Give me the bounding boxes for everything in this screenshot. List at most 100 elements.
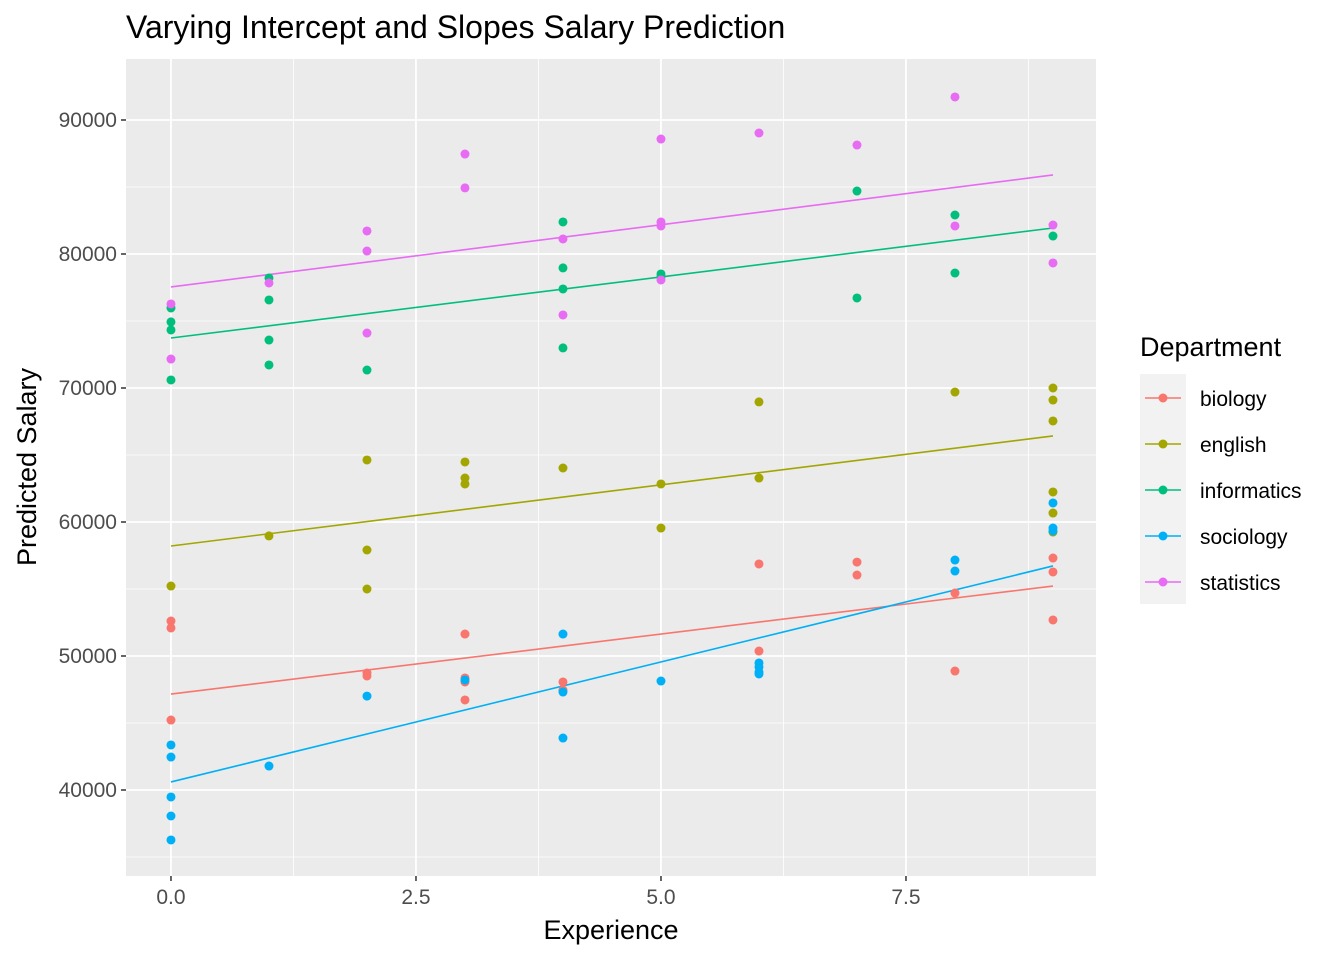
data-point-statistics: [1048, 258, 1058, 268]
data-point-english: [656, 523, 666, 533]
data-point-biology: [460, 695, 470, 705]
fit-line-biology: [170, 585, 1054, 695]
data-point-biology: [166, 616, 176, 626]
data-point-english: [1048, 395, 1058, 405]
data-point-biology: [1048, 553, 1058, 563]
grid: [126, 59, 1096, 876]
data-point-informatics: [166, 325, 176, 335]
data-point-biology: [460, 629, 470, 639]
fit-line-statistics: [170, 174, 1054, 288]
legend: Department biology english informatics soci…: [1140, 332, 1302, 604]
data-point-informatics: [852, 186, 862, 196]
data-point-informatics: [558, 263, 568, 273]
data-point-statistics: [166, 354, 176, 364]
data-point-english: [362, 584, 372, 594]
data-point-informatics: [950, 210, 960, 220]
data-point-statistics: [1048, 220, 1058, 230]
data-point-informatics: [166, 375, 176, 385]
data-point-sociology: [656, 676, 666, 686]
data-point-sociology: [264, 761, 274, 771]
data-point-statistics: [264, 278, 274, 288]
data-point-informatics: [1048, 231, 1058, 241]
data-point-statistics: [754, 128, 764, 138]
data-point-statistics: [656, 134, 666, 144]
x-axis-label: Experience: [543, 915, 678, 945]
data-point-informatics: [852, 293, 862, 303]
data-point-english: [558, 463, 568, 473]
data-point-sociology: [950, 555, 960, 565]
plot-panel: [126, 59, 1096, 876]
legend-label-statistics: statistics: [1200, 572, 1281, 595]
data-point-informatics: [264, 295, 274, 305]
x-tick-label: 2.5: [401, 886, 430, 909]
data-point-sociology: [1048, 498, 1058, 508]
data-point-english: [362, 455, 372, 465]
x-tick-label: 0.0: [156, 886, 185, 909]
legend-point-sociology: [1158, 531, 1168, 541]
data-point-english: [1048, 416, 1058, 426]
legend-label-biology: biology: [1200, 388, 1267, 411]
data-point-biology: [1048, 615, 1058, 625]
legend-point-informatics: [1158, 485, 1168, 495]
data-point-statistics: [950, 221, 960, 231]
data-point-statistics: [558, 310, 568, 320]
legend-point-biology: [1158, 393, 1168, 403]
data-point-english: [460, 479, 470, 489]
data-point-english: [1048, 383, 1058, 393]
legend-title: Department: [1140, 332, 1282, 362]
y-tick-label: 90000: [59, 109, 117, 132]
data-points: [166, 92, 1058, 845]
data-point-statistics: [460, 149, 470, 159]
data-point-informatics: [558, 217, 568, 227]
legend-label-sociology: sociology: [1200, 526, 1288, 549]
legend-label-informatics: informatics: [1200, 480, 1302, 503]
data-point-statistics: [656, 275, 666, 285]
data-point-statistics: [656, 221, 666, 231]
regression-lines: [170, 174, 1054, 783]
data-point-statistics: [166, 299, 176, 309]
data-point-sociology: [362, 691, 372, 701]
data-point-sociology: [166, 752, 176, 762]
data-point-english: [460, 457, 470, 467]
data-point-informatics: [264, 360, 274, 370]
data-point-informatics: [362, 365, 372, 375]
data-point-biology: [950, 588, 960, 598]
data-point-informatics: [950, 268, 960, 278]
data-point-statistics: [362, 226, 372, 236]
chart-title: Varying Intercept and Slopes Salary Pred…: [126, 9, 785, 45]
data-point-statistics: [950, 92, 960, 102]
y-tick-label: 50000: [59, 645, 117, 668]
data-point-sociology: [166, 811, 176, 821]
data-point-biology: [362, 671, 372, 681]
data-point-sociology: [558, 733, 568, 743]
y-tick-label: 60000: [59, 511, 117, 534]
data-point-sociology: [460, 675, 470, 685]
data-point-sociology: [166, 740, 176, 750]
data-point-english: [754, 397, 764, 407]
fit-line-informatics: [170, 227, 1054, 339]
data-point-statistics: [852, 140, 862, 150]
x-tick-label: 7.5: [891, 886, 920, 909]
data-point-informatics: [558, 284, 568, 294]
data-point-biology: [852, 570, 862, 580]
legend-label-english: english: [1200, 434, 1267, 457]
data-point-biology: [754, 559, 764, 569]
data-point-english: [264, 531, 274, 541]
data-point-statistics: [362, 328, 372, 338]
data-point-statistics: [460, 183, 470, 193]
fit-line-sociology: [170, 565, 1054, 783]
x-axis: 0.0 2.5 5.0 7.5: [156, 876, 921, 909]
fit-line-english: [170, 435, 1054, 547]
data-point-biology: [950, 666, 960, 676]
data-point-sociology: [166, 792, 176, 802]
data-point-informatics: [558, 343, 568, 353]
data-point-statistics: [362, 246, 372, 256]
data-point-sociology: [1048, 526, 1058, 536]
y-axis-label: Predicted Salary: [12, 367, 42, 566]
data-point-informatics: [166, 317, 176, 327]
data-point-statistics: [558, 234, 568, 244]
data-point-sociology: [558, 687, 568, 697]
x-tick-label: 5.0: [646, 886, 675, 909]
data-point-english: [950, 387, 960, 397]
